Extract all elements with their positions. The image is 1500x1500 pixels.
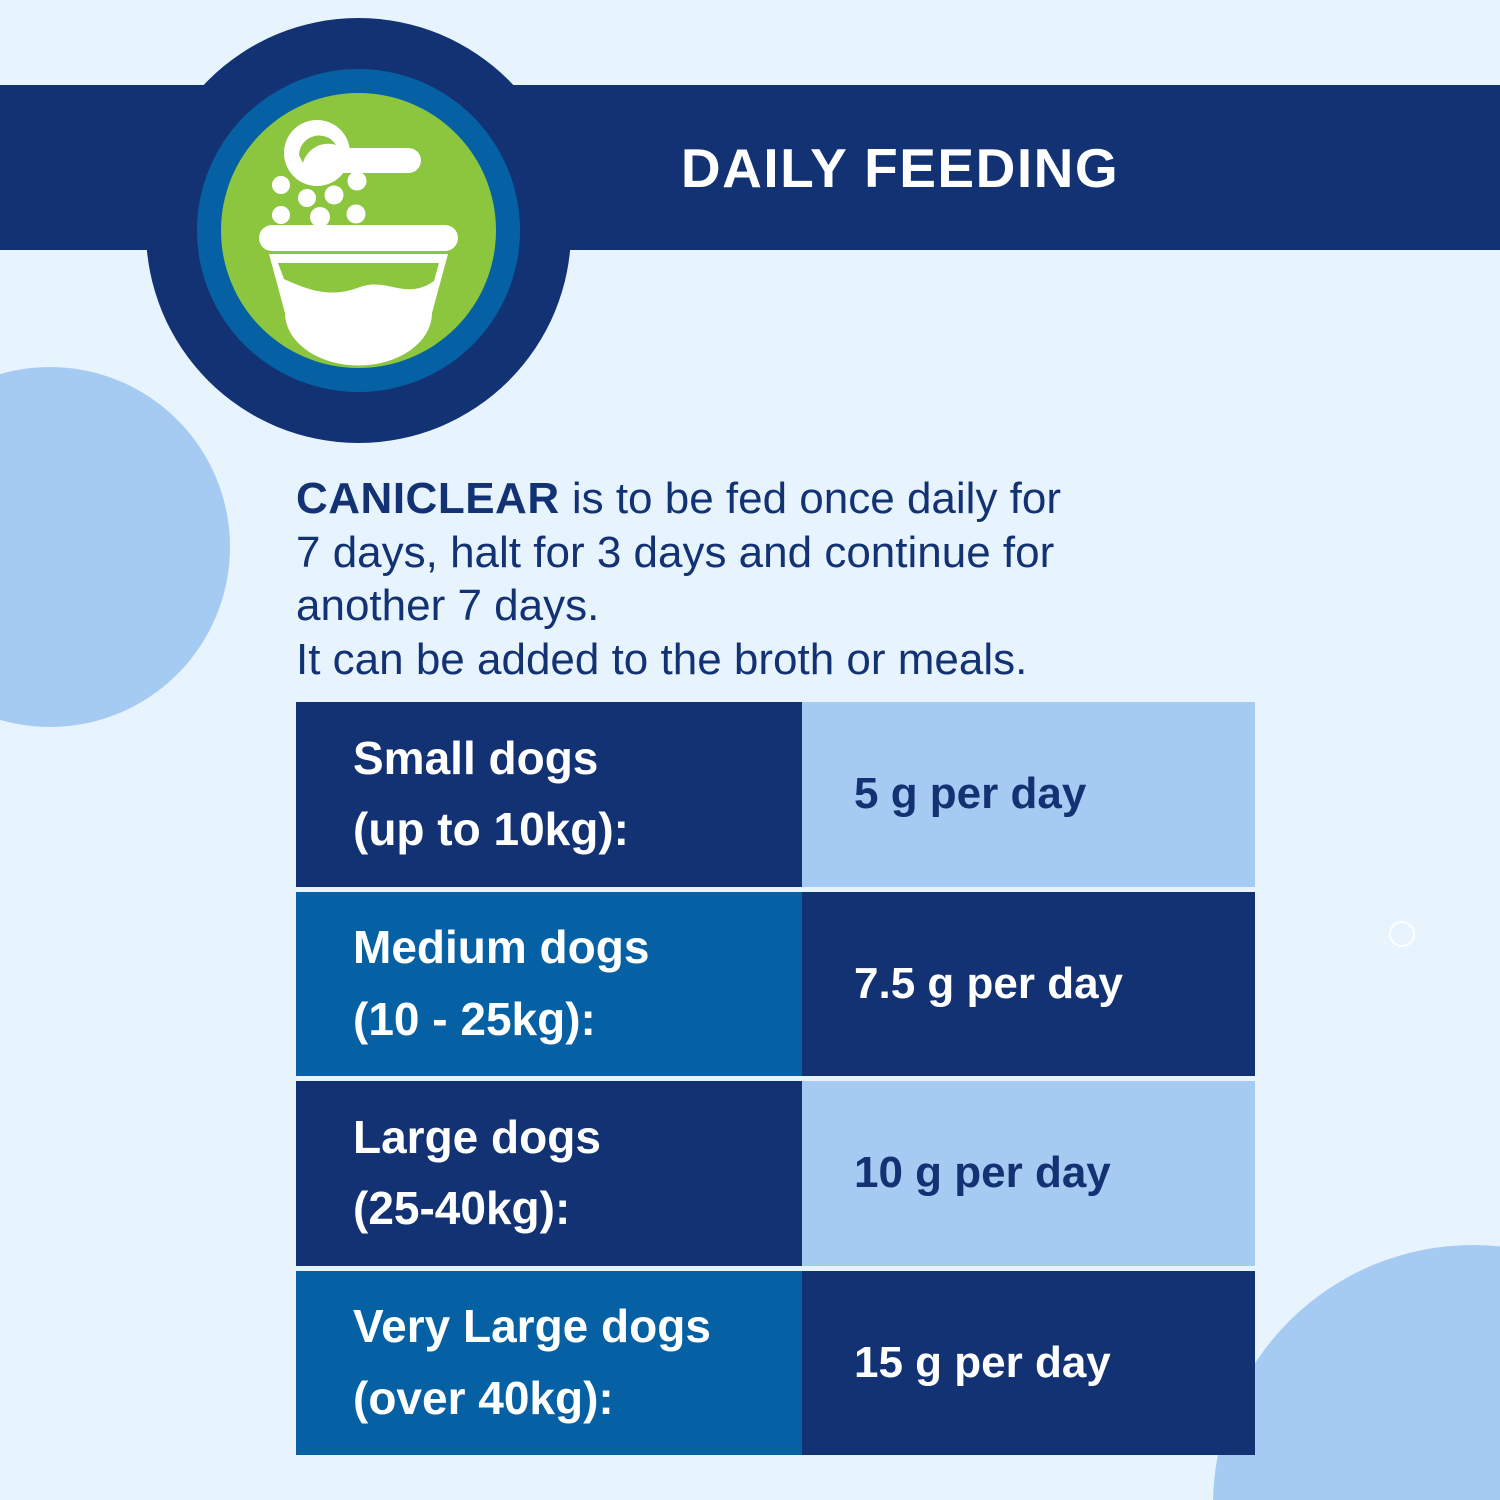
intro-line-1-rest: is to be fed once daily for [559, 474, 1062, 523]
intro-line-2: 7 days, halt for 3 days and continue for [296, 527, 1055, 577]
table-row: Large dogs (25-40kg): 10 g per day [296, 1081, 1255, 1266]
scoop-and-bowl-icon [259, 120, 458, 366]
decorative-ring-outline [1389, 921, 1415, 947]
dose-cell: 15 g per day [802, 1270, 1255, 1455]
intro-line-4: It can be added to the broth or meals. [296, 635, 1028, 685]
dose-cell: 7.5 g per day [802, 891, 1255, 1076]
dog-size-line-1: Very Large dogs [353, 1300, 711, 1353]
table-row: Medium dogs (10 - 25kg): 7.5 g per day [296, 891, 1255, 1076]
dog-size-line-2: (10 - 25kg): [353, 992, 596, 1045]
dose-value: 15 g per day [854, 1337, 1111, 1387]
dog-size-line-1: Medium dogs [353, 921, 650, 974]
dog-size-line-1: Large dogs [353, 1110, 601, 1163]
dose-cell: 10 g per day [802, 1081, 1255, 1266]
dog-size-line-1: Small dogs [353, 731, 599, 784]
dose-value: 10 g per day [854, 1148, 1111, 1198]
dog-size-label: Medium dogs (10 - 25kg): [353, 912, 649, 1055]
intro-paragraph: CANICLEAR is to be fed once daily for 7 … [296, 472, 1246, 687]
dog-size-cell: Very Large dogs (over 40kg): [296, 1270, 802, 1455]
brand-name: CANICLEAR [296, 474, 560, 523]
intro-line-1: CANICLEAR is to be fed once daily for [296, 472, 1246, 526]
dog-size-label: Small dogs (up to 10kg): [353, 723, 629, 866]
dog-size-label: Large dogs (25-40kg): [353, 1102, 601, 1245]
dog-size-line-2: (25-40kg): [353, 1182, 571, 1235]
table-row: Very Large dogs (over 40kg): 15 g per da… [296, 1270, 1255, 1455]
dose-value: 7.5 g per day [854, 958, 1124, 1008]
dosage-table: Small dogs (up to 10kg): 5 g per day Med… [296, 702, 1255, 1455]
intro-line-3: another 7 days. [296, 581, 600, 631]
page-title: DAILY FEEDING [680, 136, 1120, 199]
decorative-circle-bottom-right [1213, 1245, 1500, 1500]
dose-cell: 5 g per day [802, 702, 1255, 887]
dog-size-line-2: (over 40kg): [353, 1371, 614, 1424]
dose-value: 5 g per day [854, 769, 1087, 819]
table-row: Small dogs (up to 10kg): 5 g per day [296, 702, 1255, 887]
feeding-badge [146, 18, 571, 443]
dog-size-cell: Large dogs (25-40kg): [296, 1081, 802, 1266]
dog-size-cell: Medium dogs (10 - 25kg): [296, 891, 802, 1076]
dog-size-line-2: (up to 10kg): [353, 803, 629, 856]
dog-size-label: Very Large dogs (over 40kg): [353, 1291, 711, 1434]
dog-size-cell: Small dogs (up to 10kg): [296, 702, 802, 887]
